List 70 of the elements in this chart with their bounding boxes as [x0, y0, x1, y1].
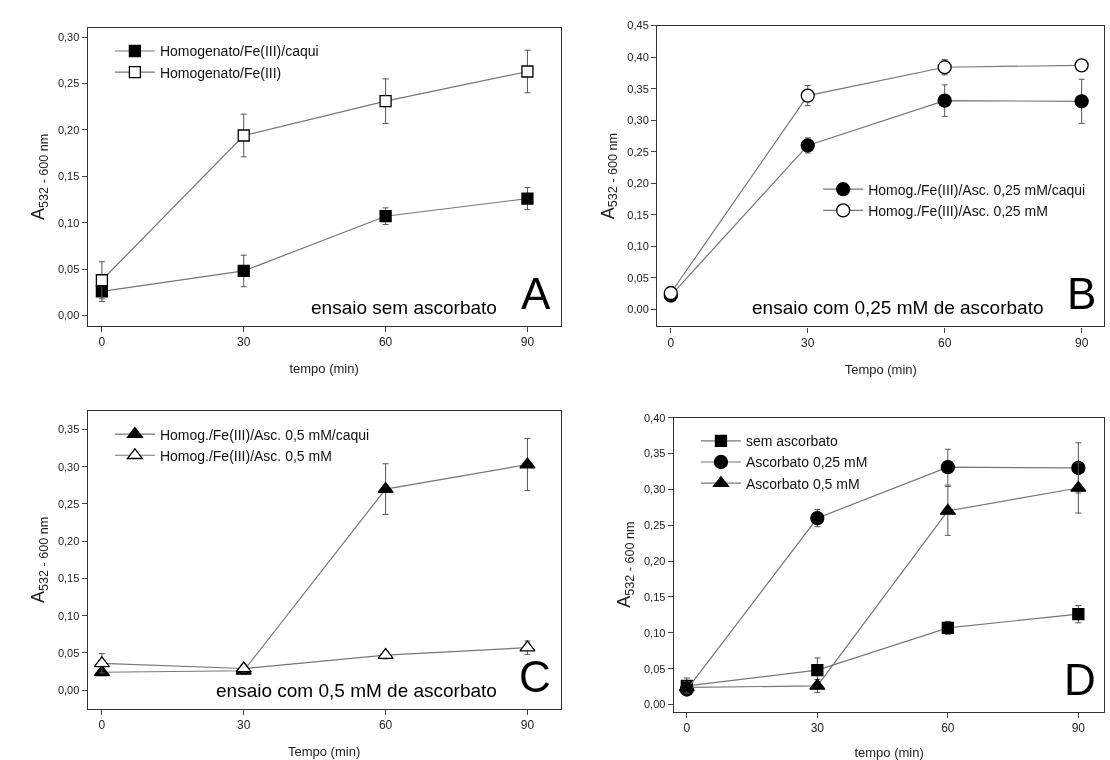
y-tick-label: 0,40 [627, 50, 649, 63]
y-tick-label: 0,20 [627, 177, 649, 190]
x-axis-title: Tempo (min) [844, 361, 917, 377]
y-tick-label: 0,20 [57, 123, 80, 136]
y-tick-label: 0,35 [644, 447, 666, 460]
y-tick-label: 0,20 [57, 535, 80, 548]
annotation: D [1064, 655, 1096, 704]
legend-label: Ascorbato 0,25 mM [745, 454, 868, 471]
y-tick-label: 0,05 [644, 662, 666, 675]
x-tick-label: 0 [667, 336, 675, 350]
x-tick-label: 30 [810, 721, 825, 736]
legend-label: Homog./Fe(III)/Asc. 0,5 mM/caqui [159, 426, 370, 443]
y-tick-label: 0,20 [644, 554, 666, 567]
x-tick-label: 60 [378, 718, 393, 733]
y-tick-label: 0,10 [57, 216, 80, 229]
annotation: B [1067, 269, 1097, 318]
y-tick-label: 0,00 [57, 683, 80, 696]
y-tick-label: 0,40 [644, 411, 666, 424]
x-tick-label: 0 [683, 721, 691, 736]
x-tick-label: 30 [237, 335, 251, 350]
y-tick-label: 0,35 [627, 82, 649, 95]
y-tick-label: 0,30 [57, 31, 80, 43]
y-tick-label: 0,00 [644, 698, 666, 711]
x-tick-label: 30 [237, 718, 251, 733]
y-tick-label: 0,25 [57, 497, 80, 510]
legend-label: Homog./Fe(III)/Asc. 0,25 mM [868, 202, 1048, 219]
x-tick-label: 60 [938, 336, 952, 350]
x-axis-title: tempo (min) [854, 745, 924, 760]
x-tick-label: 60 [378, 335, 393, 350]
x-axis-title: tempo (min) [289, 360, 359, 376]
y-tick-label: 0,15 [57, 572, 80, 585]
legend-label: sem ascorbato [745, 433, 838, 450]
x-tick-label: 90 [520, 335, 535, 350]
y-tick-label: 0,15 [57, 170, 80, 183]
annotation: ensaio com 0,25 mM de ascorbato [752, 297, 1044, 318]
legend-label: Ascorbato 0,5 mM [745, 475, 860, 492]
annotation: ensaio com 0,5 mM de ascorbato [216, 680, 497, 701]
y-tick-label: 0,30 [644, 483, 666, 496]
x-tick-label: 0 [98, 335, 106, 350]
y-tick-label: 0,25 [627, 145, 649, 158]
y-tick-label: 0,10 [57, 609, 80, 622]
y-tick-label: 0,15 [644, 590, 666, 603]
y-tick-label: 0,00 [57, 309, 80, 322]
x-tick-label: 30 [801, 336, 815, 350]
legend-label: Homog./Fe(III)/Asc. 0,25 mM/caqui [868, 181, 1086, 198]
y-tick-label: 0,30 [627, 114, 649, 127]
y-tick-label: 0,10 [627, 240, 649, 253]
legend-label: Homog./Fe(III)/Asc. 0,5 mM [159, 447, 332, 464]
annotation: C [519, 652, 551, 701]
y-tick-label: 0,25 [57, 77, 80, 90]
x-tick-label: 0 [98, 718, 106, 733]
y-tick-label: 0,25 [644, 519, 666, 532]
legend-label: Homogenato/Fe(III) [159, 64, 282, 81]
x-tick-label: 90 [1071, 721, 1086, 736]
y-tick-label: 0,10 [644, 626, 666, 639]
y-tick-label: 0,45 [627, 19, 649, 32]
y-tick-label: 0,15 [627, 208, 649, 221]
annotation: ensaio sem ascorbato [311, 297, 497, 318]
y-tick-label: 0,30 [57, 460, 80, 473]
y-tick-label: 0,35 [57, 423, 80, 436]
x-tick-label: 60 [941, 721, 955, 736]
y-tick-label: 0,05 [57, 646, 80, 659]
x-tick-label: 90 [1074, 336, 1089, 350]
annotation: A [521, 269, 551, 318]
y-tick-label: 0,05 [627, 271, 649, 284]
y-tick-label: 0,05 [57, 262, 80, 275]
y-tick-label: 0,00 [627, 303, 649, 316]
x-tick-label: 90 [520, 718, 535, 733]
x-axis-title: Tempo (min) [287, 743, 361, 759]
legend-label: Homogenato/Fe(III)/caqui [159, 43, 319, 60]
